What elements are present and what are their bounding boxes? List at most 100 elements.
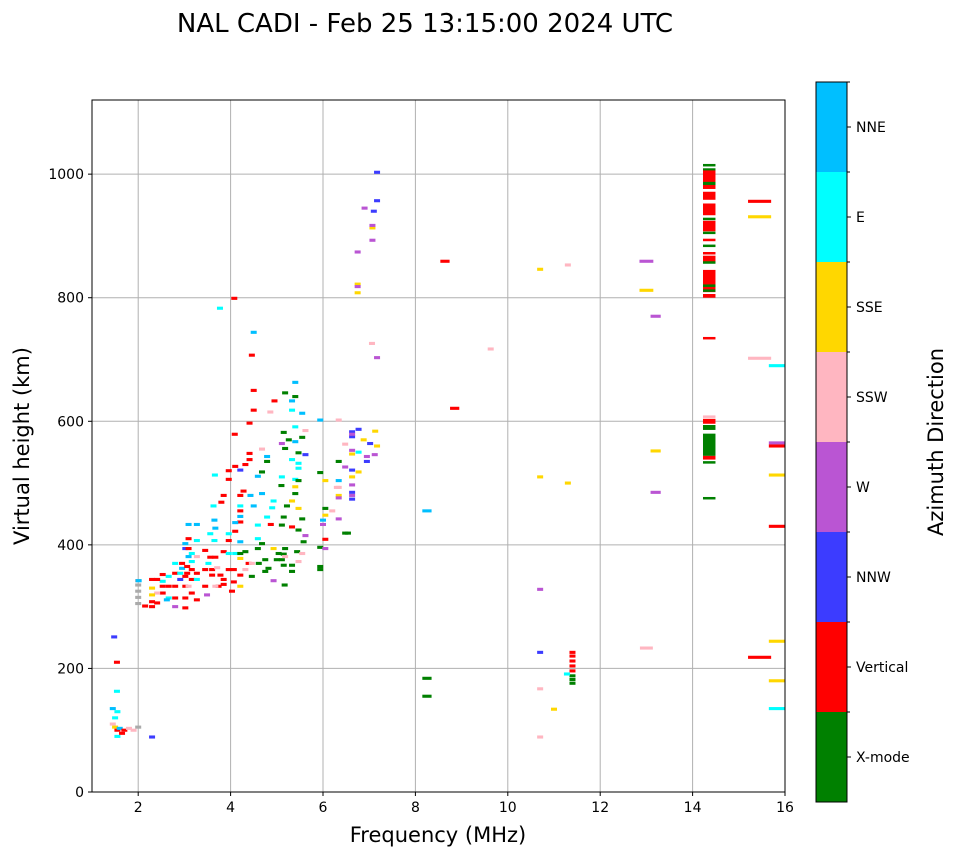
data-point xyxy=(230,568,237,572)
data-point xyxy=(114,728,121,732)
data-point xyxy=(282,446,289,451)
data-point xyxy=(319,522,327,527)
data-point xyxy=(142,604,149,608)
data-point xyxy=(349,430,356,434)
data-point xyxy=(237,514,244,518)
data-point xyxy=(748,199,772,203)
data-point xyxy=(214,566,221,570)
colorbar-swatch-nnw xyxy=(816,532,847,622)
data-point xyxy=(335,459,342,463)
data-point xyxy=(639,646,653,650)
y-tick-label: 600 xyxy=(57,414,84,430)
data-point xyxy=(292,380,299,384)
data-point xyxy=(188,591,195,595)
data-point xyxy=(246,458,253,462)
data-point xyxy=(185,547,192,551)
data-point xyxy=(702,251,716,255)
data-point xyxy=(185,584,192,588)
data-point xyxy=(255,561,262,565)
data-point xyxy=(231,432,238,436)
data-point xyxy=(218,500,225,504)
data-point xyxy=(220,493,227,497)
data-point xyxy=(564,481,571,485)
data-point xyxy=(264,515,271,519)
data-point xyxy=(319,518,327,522)
data-point xyxy=(265,566,272,570)
data-point xyxy=(278,475,285,479)
colorbar-category-label: SSE xyxy=(856,300,883,316)
data-point xyxy=(702,284,716,287)
data-point xyxy=(154,591,161,595)
data-point xyxy=(135,583,142,587)
data-point xyxy=(135,595,142,599)
data-point xyxy=(295,479,302,483)
data-point xyxy=(281,583,288,587)
data-point xyxy=(159,579,166,583)
data-point xyxy=(165,584,172,588)
data-point xyxy=(109,722,116,726)
plot-frame xyxy=(91,99,786,793)
data-point xyxy=(271,399,278,403)
data-point xyxy=(768,639,786,643)
data-point xyxy=(299,435,306,439)
data-point xyxy=(177,577,184,582)
data-point xyxy=(748,655,772,659)
data-point xyxy=(202,584,209,588)
data-point xyxy=(702,203,716,216)
data-point xyxy=(237,540,244,544)
data-point xyxy=(564,263,571,267)
data-point xyxy=(232,521,239,525)
data-point xyxy=(702,220,716,232)
data-point xyxy=(172,561,179,565)
data-point xyxy=(702,424,716,430)
data-point xyxy=(270,547,277,551)
data-point xyxy=(165,596,172,600)
data-point xyxy=(159,584,166,588)
data-point xyxy=(216,306,223,310)
data-point xyxy=(232,464,239,468)
data-point xyxy=(289,569,296,573)
data-point xyxy=(317,568,324,572)
chart-title: NAL CADI - Feb 25 13:15:00 2024 UTC xyxy=(177,9,673,39)
data-point xyxy=(248,574,255,578)
data-point xyxy=(154,577,161,582)
data-point xyxy=(372,429,379,433)
data-point xyxy=(259,470,266,474)
data-point xyxy=(179,566,186,570)
x-tick-label: 12 xyxy=(591,800,609,816)
data-point xyxy=(374,444,381,448)
data-point xyxy=(267,522,274,527)
data-point xyxy=(280,430,287,434)
data-point xyxy=(275,551,282,556)
data-point xyxy=(182,574,189,578)
data-point xyxy=(114,710,121,714)
data-point xyxy=(768,707,786,711)
data-point xyxy=(299,411,306,415)
data-point xyxy=(289,563,296,567)
data-point xyxy=(211,518,218,522)
data-point xyxy=(333,485,340,489)
data-point xyxy=(240,489,247,493)
data-point xyxy=(184,564,191,569)
colorbar-category-label: W xyxy=(856,480,870,496)
data-point xyxy=(278,523,285,527)
data-point xyxy=(295,461,302,465)
data-point xyxy=(569,654,576,658)
data-point xyxy=(185,537,192,541)
data-point xyxy=(369,223,376,227)
data-point xyxy=(225,551,232,556)
data-point xyxy=(335,517,342,521)
data-point xyxy=(569,659,576,663)
data-point xyxy=(354,291,361,295)
data-points xyxy=(109,163,786,739)
data-point xyxy=(289,499,296,503)
data-point xyxy=(254,537,261,541)
data-point xyxy=(295,506,302,510)
data-point xyxy=(702,217,716,221)
data-point xyxy=(292,440,299,444)
data-point xyxy=(254,547,261,551)
data-point xyxy=(193,555,200,559)
data-point xyxy=(450,406,460,410)
data-point xyxy=(569,650,576,654)
data-point xyxy=(282,391,289,395)
